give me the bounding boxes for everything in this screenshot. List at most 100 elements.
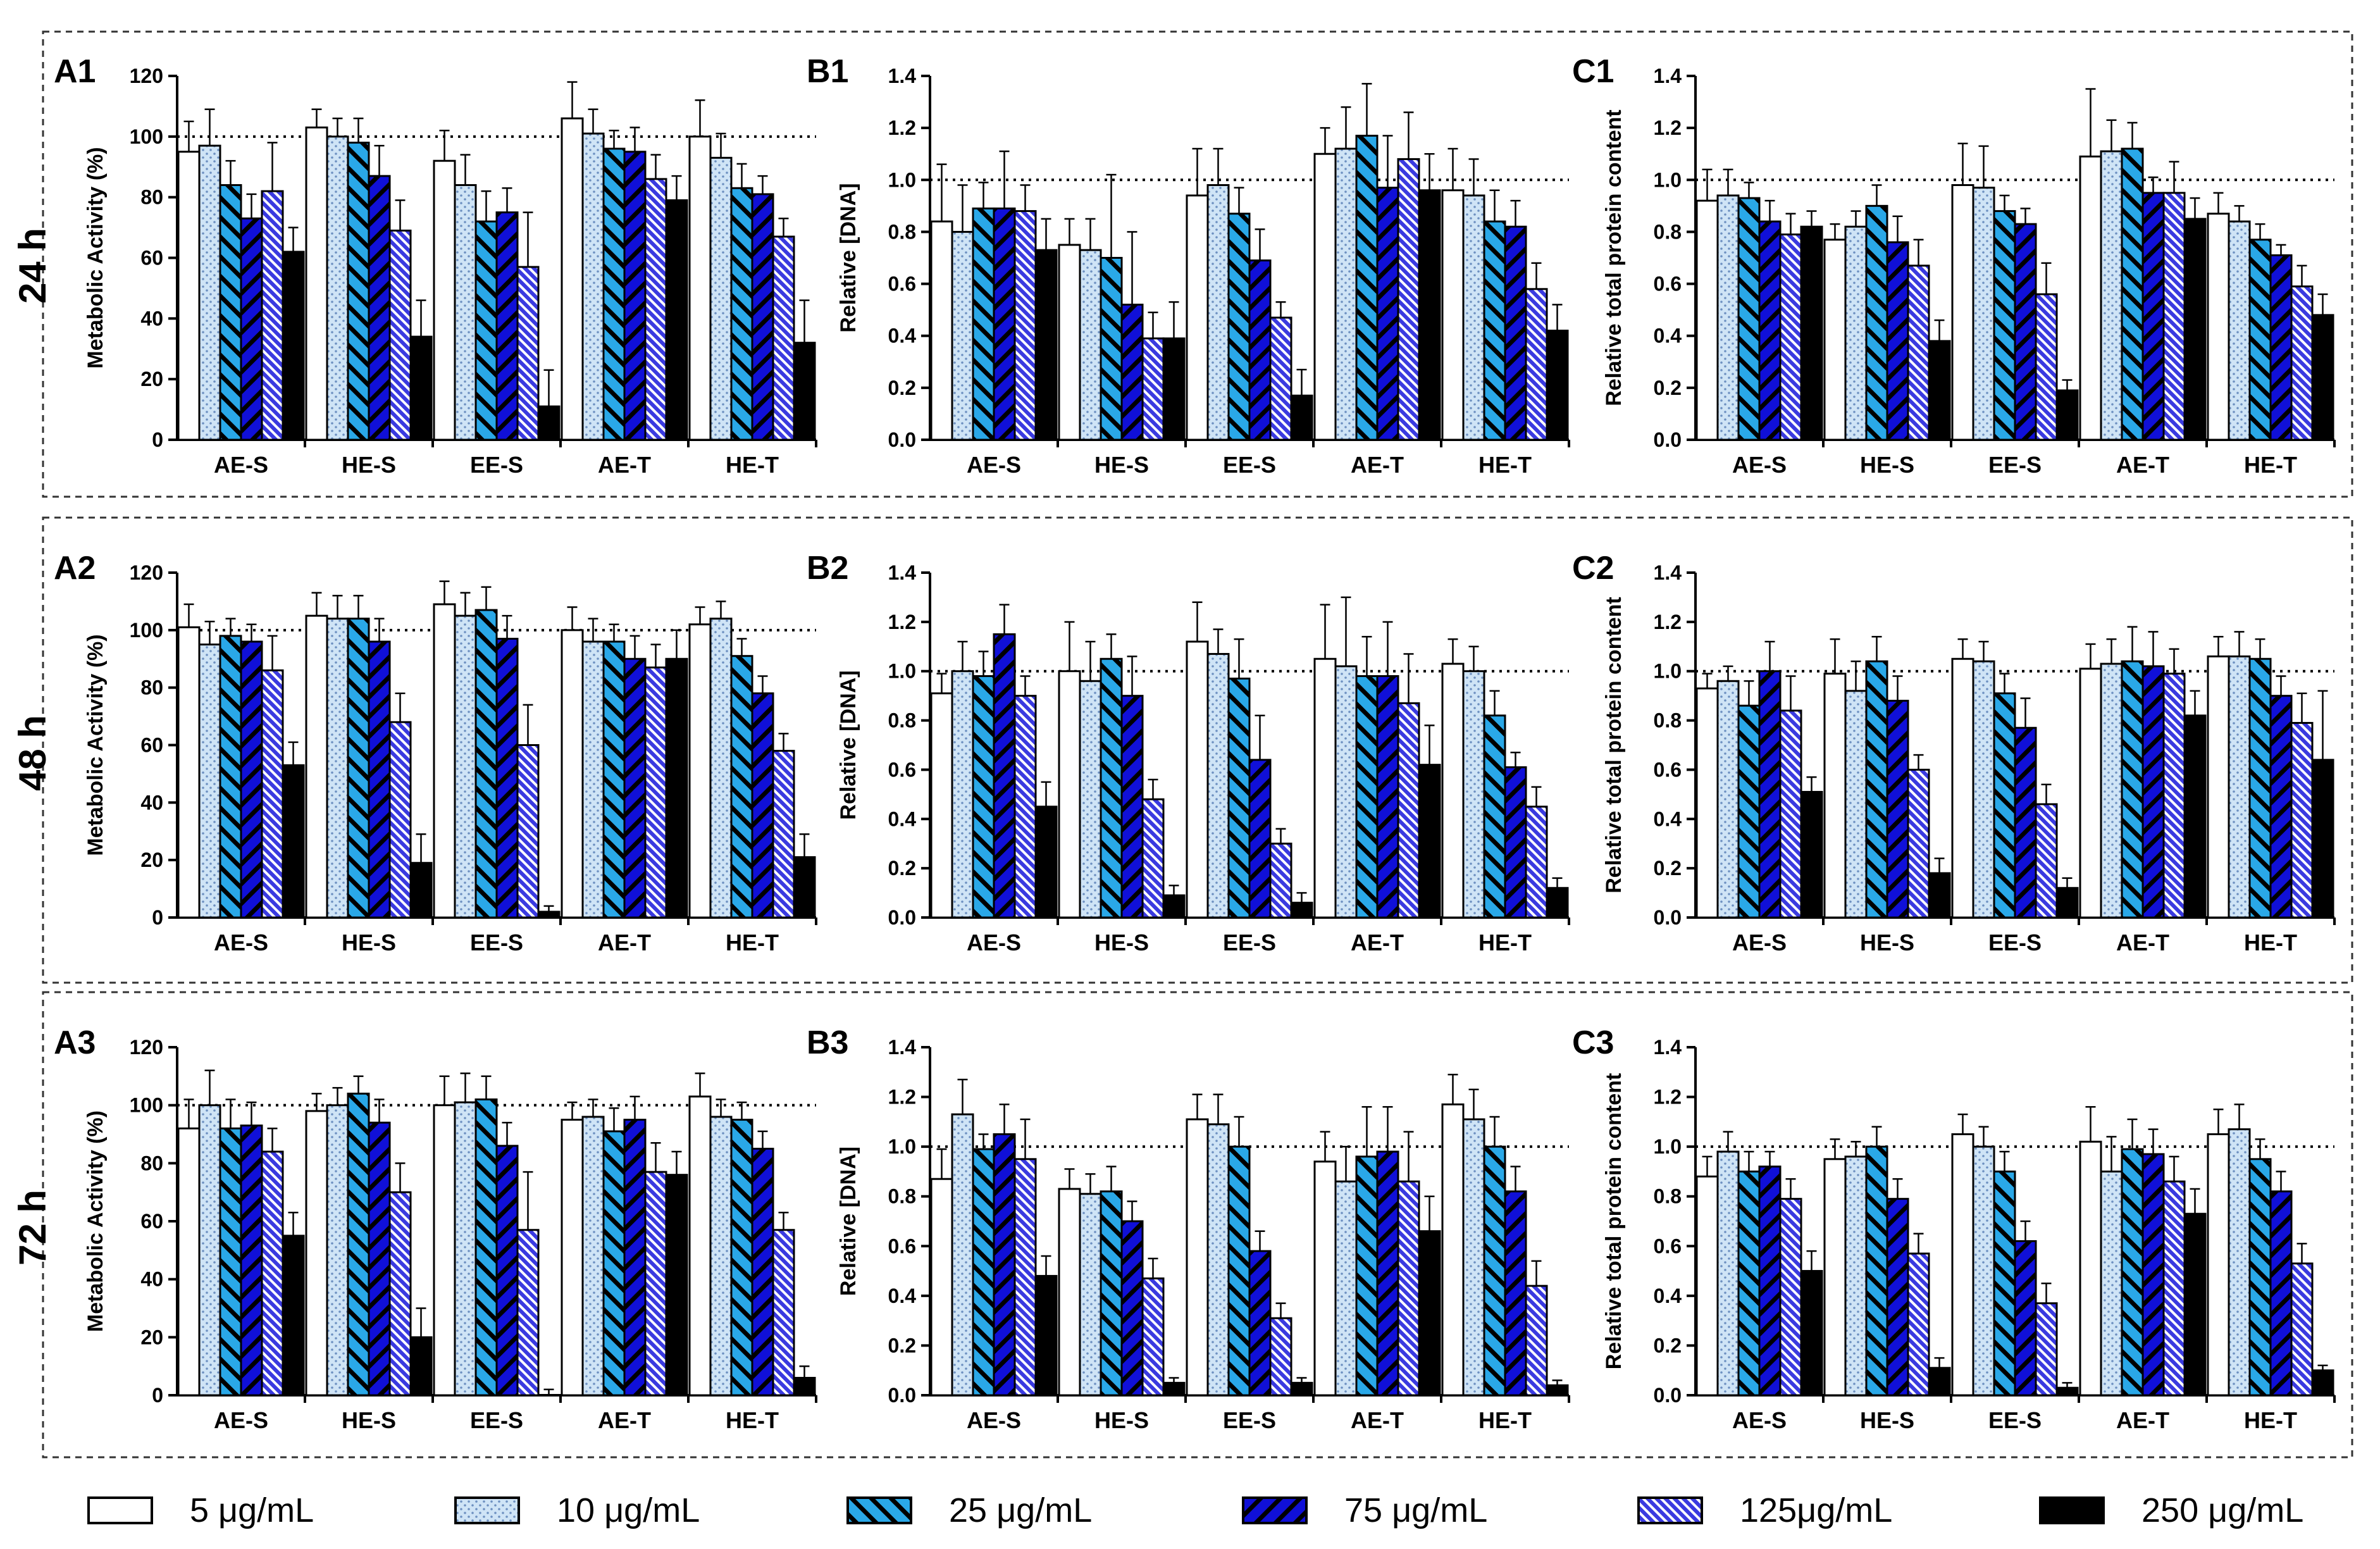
y-tick-label-c1-1: 0.2	[1654, 376, 1682, 399]
bar-b1-he-t-75	[1504, 225, 1527, 441]
bar-a1-he-s-250	[409, 335, 433, 441]
bar-a3-ae-t-250	[665, 1174, 688, 1397]
row-frame-72h	[42, 991, 2353, 1459]
bar-a1-ae-s-125	[261, 190, 284, 441]
y-tick-label-b3-0: 0.0	[888, 1384, 916, 1407]
bar-b1-ae-t-125	[1397, 158, 1420, 441]
y-tick-label-c2-0: 0.0	[1654, 906, 1682, 929]
chart-a2: A2 Metabolic Activity (%) 0 20 40 60 80 100 120 A…	[54, 550, 817, 955]
bar-b2-ae-t-25	[1355, 675, 1379, 919]
bar-c1-ae-s-125	[1779, 233, 1802, 441]
bar-a1-ee-s-250	[537, 405, 561, 441]
category-label-a2-1: HE-S	[342, 930, 396, 955]
bar-a1-ae-s-250	[282, 251, 305, 441]
bar-b3-ee-s-125	[1269, 1317, 1292, 1397]
y-tick-label-c3-6: 1.2	[1654, 1086, 1682, 1109]
y-tick-label-a3-2: 40	[140, 1268, 163, 1291]
bar-a1-he-s-10	[326, 135, 349, 441]
bar-a3-ae-t-5	[561, 1119, 584, 1397]
legend-label-5: 5 μg/mL	[190, 1491, 314, 1529]
bar-c2-ae-t-10	[2100, 663, 2123, 919]
bar-c1-he-s-10	[1844, 225, 1868, 441]
bar-b2-ae-t-75	[1376, 675, 1399, 919]
y-tick-label-c3-5: 1.0	[1654, 1135, 1682, 1158]
y-tick-label-c1-2: 0.4	[1654, 325, 1682, 347]
bar-b3-ae-t-250	[1418, 1230, 1441, 1397]
bar-b3-he-s-25	[1100, 1190, 1123, 1397]
bar-b1-ee-s-75	[1248, 259, 1272, 441]
category-label-a2-3: AE-T	[598, 930, 651, 955]
y-tick-label-a3-6: 120	[130, 1036, 163, 1059]
bar-c1-ae-t-5	[2079, 155, 2102, 441]
bar-b1-he-s-25	[1100, 257, 1123, 441]
bar-b1-ae-s-5	[930, 220, 953, 441]
bar-a3-ae-t-10	[581, 1116, 605, 1397]
bar-b2-he-t-25	[1483, 714, 1506, 919]
bar-a3-he-s-75	[368, 1121, 391, 1397]
bar-b1-he-t-25	[1483, 220, 1506, 441]
bar-c1-ae-s-75	[1758, 220, 1782, 441]
category-label-c1-0: AE-S	[1732, 452, 1787, 478]
bar-b1-ee-s-25	[1227, 213, 1251, 441]
bar-a3-he-t-5	[688, 1095, 712, 1397]
y-tick-label-c2-4: 0.8	[1654, 709, 1682, 732]
category-label-c2-0: AE-S	[1732, 930, 1787, 955]
bar-b2-ae-s-250	[1034, 806, 1058, 919]
bar-b3-ae-t-10	[1334, 1180, 1358, 1397]
bar-a1-ee-s-10	[454, 184, 477, 441]
bar-a3-he-t-75	[751, 1147, 774, 1397]
bar-a2-ae-t-25	[602, 640, 626, 919]
y-tick-label-b3-5: 1.0	[888, 1135, 916, 1158]
bar-b1-he-s-250	[1162, 337, 1186, 441]
bar-a1-he-t-75	[751, 193, 774, 441]
bar-b1-he-t-125	[1525, 288, 1548, 441]
y-axis-label-b3: Relative [DNA]	[836, 1147, 860, 1296]
bar-c1-he-s-250	[1928, 340, 1951, 441]
y-tick-label-a2-2: 40	[140, 791, 163, 814]
bar-a1-ae-t-10	[581, 132, 605, 441]
y-tick-label-a1-2: 40	[140, 307, 163, 330]
bar-a1-ee-s-25	[474, 220, 498, 441]
bar-c1-ae-t-75	[2141, 192, 2165, 441]
bar-c3-ee-s-25	[1993, 1170, 2016, 1397]
bar-c2-he-s-75	[1886, 699, 1909, 919]
bar-a2-ae-s-125	[261, 669, 284, 919]
y-tick-label-a3-3: 60	[140, 1210, 163, 1233]
bar-a2-ae-s-5	[177, 626, 201, 919]
bar-c1-he-s-5	[1823, 239, 1847, 441]
legend-label-25: 25 μg/mL	[949, 1491, 1092, 1529]
bar-c1-ae-t-250	[2183, 218, 2207, 441]
row-frames	[42, 30, 2353, 1459]
bar-c2-ae-s-75	[1758, 670, 1782, 919]
y-axis-label-b1: Relative [DNA]	[836, 183, 860, 332]
bar-a1-he-s-5	[305, 126, 328, 441]
bar-c2-ee-s-10	[1972, 660, 1995, 919]
legend-item-125: 125μg/mL	[1637, 1491, 1892, 1529]
bar-c2-ae-t-125	[2162, 673, 2186, 919]
bar-c3-he-t-250	[2311, 1369, 2334, 1397]
bar-b3-ee-s-75	[1248, 1250, 1272, 1397]
bar-a2-ee-s-5	[433, 603, 456, 919]
bar-b3-he-t-25	[1483, 1145, 1506, 1397]
bar-c3-ae-t-250	[2183, 1212, 2207, 1397]
bar-c2-he-s-10	[1844, 690, 1868, 919]
y-tick-label-c3-7: 1.4	[1654, 1036, 1682, 1059]
bar-c2-he-t-10	[2228, 655, 2251, 919]
row-label-48h: 48 h	[11, 715, 54, 791]
legend-item-25: 25 μg/mL	[846, 1491, 1092, 1529]
y-tick-label-a3-0: 0	[152, 1384, 163, 1407]
bar-c3-ee-s-10	[1972, 1145, 1995, 1397]
bar-b1-ee-s-125	[1269, 316, 1292, 441]
y-axis-label-a1: Metabolic Activity (%)	[84, 147, 108, 368]
bar-b2-he-t-125	[1525, 806, 1548, 919]
bar-b3-ae-s-25	[972, 1148, 995, 1397]
bar-a3-he-t-250	[793, 1377, 816, 1397]
category-label-a1-4: HE-T	[726, 452, 779, 478]
bar-a3-ae-t-75	[623, 1119, 647, 1397]
y-tick-label-a3-1: 20	[140, 1326, 163, 1348]
category-label-c1-4: HE-T	[2244, 452, 2297, 478]
bar-c3-he-t-5	[2207, 1133, 2230, 1397]
bar-a2-ae-s-25	[219, 635, 242, 919]
bar-c1-he-t-10	[2228, 220, 2251, 441]
